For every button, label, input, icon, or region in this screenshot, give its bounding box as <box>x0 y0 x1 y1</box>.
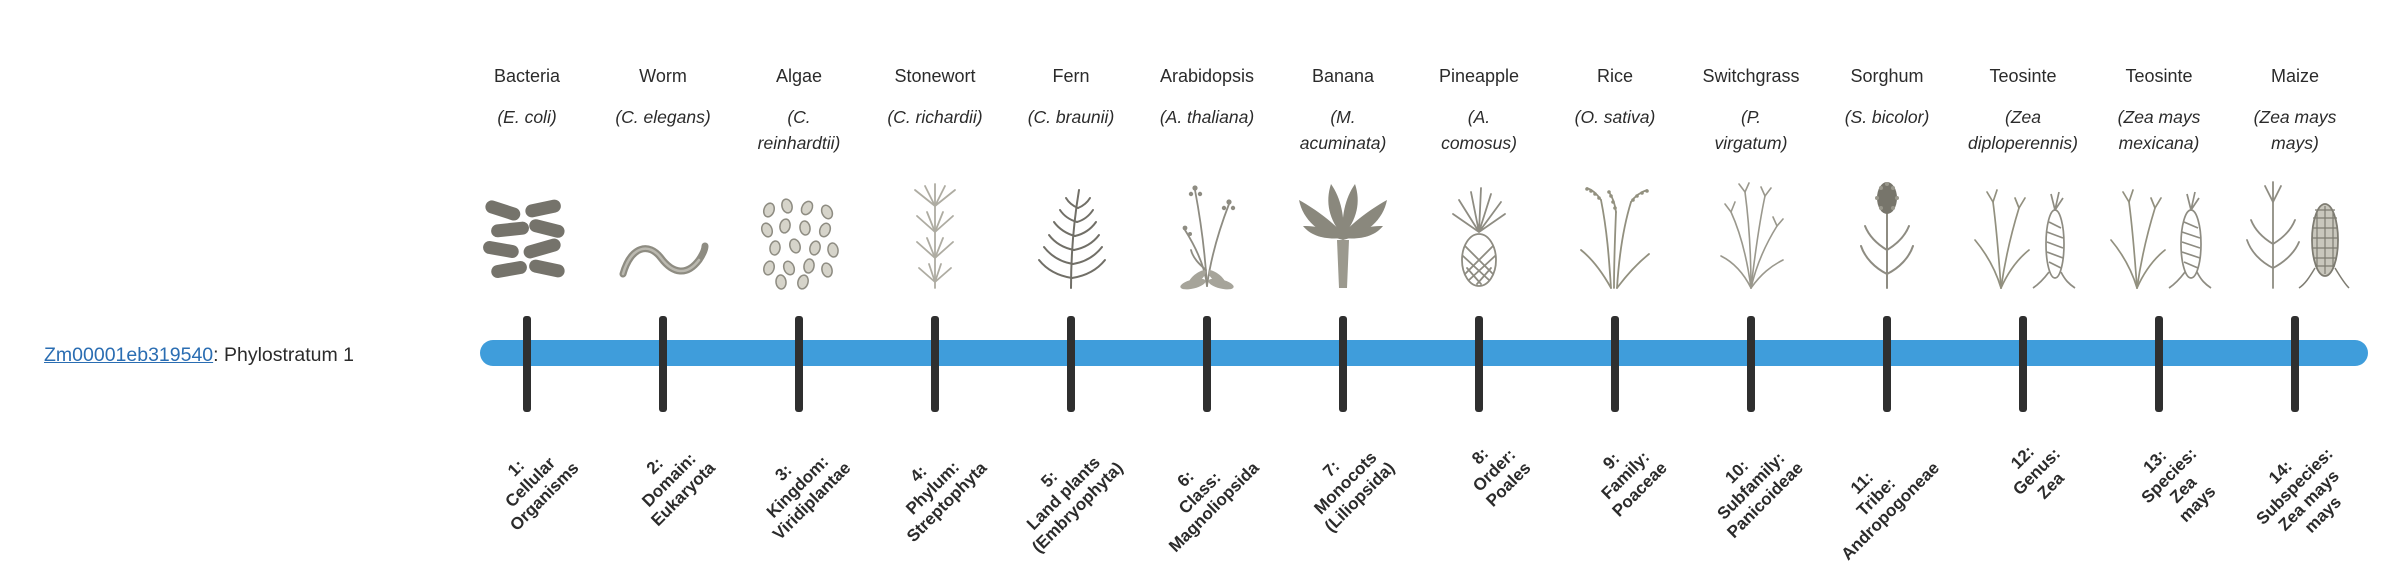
taxon-scientific-name: (C. richardii) <box>887 107 983 127</box>
stratum-label: 5: Land plants (Embryophyta) <box>1022 452 1127 557</box>
taxon-common-name: Stonewort <box>894 66 976 86</box>
taxon-common-name: Algae <box>775 66 823 86</box>
stratum-label: 14: Subspecies: Zea mays mays <box>2252 444 2345 537</box>
taxon-common-name: Pineapple <box>1438 66 1520 86</box>
taxon-scientific-name: (C. braunii) <box>1027 107 1115 127</box>
timeline-tick <box>2155 316 2163 412</box>
taxon-scientific-name: (Zea mays mays) <box>2253 107 2337 153</box>
taxon-common-name: Worm <box>639 66 687 86</box>
taxon-common-name: Bacteria <box>493 66 561 86</box>
taxon-scientific-name: (M. acuminata) <box>1299 107 1387 153</box>
timeline-tick <box>659 316 667 412</box>
stratum-label: 6: Class: Magnoliopsida <box>1165 458 1263 556</box>
taxon-common-name: Sorghum <box>1850 66 1924 86</box>
taxon-common-name: Banana <box>1311 66 1375 86</box>
stratum-label: 1: Cellular Organisms <box>501 453 583 535</box>
stratum-label: 10: Subfamily: Panicoideae <box>1713 448 1807 542</box>
stratum-label: 11: Tribe: Andropogoneae <box>1837 458 1943 564</box>
taxon-scientific-name: (E. coli) <box>497 107 557 127</box>
taxon-common-name: Maize <box>2270 66 2320 86</box>
stratum-label: 3: Kingdom: Viridiplantae <box>763 452 855 544</box>
timeline-tick <box>1883 316 1891 412</box>
timeline-tick <box>1747 316 1755 412</box>
gene-label-suffix: : Phylostratum 1 <box>213 344 355 366</box>
taxon-scientific-name: (Zea mays mexicana) <box>2117 107 2201 153</box>
taxon-common-name: Fern <box>1052 66 1090 86</box>
taxon-scientific-name: (A. comosus) <box>1441 107 1517 153</box>
timeline-tick <box>523 316 531 412</box>
taxon-scientific-name: (S. bicolor) <box>1844 107 1930 127</box>
timeline-tick <box>795 316 803 412</box>
taxon-scientific-name: (C. elegans) <box>615 107 711 127</box>
taxon-scientific-name: (Zea diploperennis) <box>1968 107 2078 153</box>
stratum-label: 9: Family: Poaceae <box>1597 447 1671 521</box>
taxon-scientific-name: (C. reinhardtii) <box>757 107 841 153</box>
timeline-tick <box>1611 316 1619 412</box>
taxon-common-name: Teosinte <box>1989 66 2057 86</box>
stratum-label: 2: Domain: Eukaryota <box>638 449 719 530</box>
stratum-label: 8: Order: Poales <box>1468 444 1535 511</box>
taxon-scientific-name: (A. thaliana) <box>1159 107 1255 127</box>
taxon-common-name: Arabidopsis <box>1159 66 1255 86</box>
stratum-label: 13: Species: Zea mays <box>2137 444 2220 526</box>
gene-label: Zm00001eb319540: Phylostratum 1 <box>44 344 354 367</box>
timeline-tick <box>1067 316 1075 412</box>
timeline-tick <box>1203 316 1211 412</box>
taxon-scientific-name: (O. sativa) <box>1574 107 1656 127</box>
timeline-tick <box>1339 316 1347 412</box>
gene-link[interactable]: Zm00001eb319540 <box>44 344 214 366</box>
timeline-tick <box>1475 316 1483 412</box>
timeline-tick <box>2019 316 2027 412</box>
timeline-tick <box>2291 316 2299 412</box>
taxon-common-name: Teosinte <box>2125 66 2193 86</box>
timeline-bar <box>480 340 2368 366</box>
stratum-label: 7: Monocots (Liliopsida) <box>1310 447 1399 536</box>
timeline-tick <box>931 316 939 412</box>
stratum-label: 12: Genus: Zea <box>2007 442 2069 503</box>
stratum-label: 4: Phylum: Streptophyta <box>902 457 991 546</box>
taxon-common-name: Rice <box>1596 66 1634 86</box>
taxon-scientific-name: (P. virgatum) <box>1714 107 1788 153</box>
taxon-common-name: Switchgrass <box>1702 66 1800 86</box>
